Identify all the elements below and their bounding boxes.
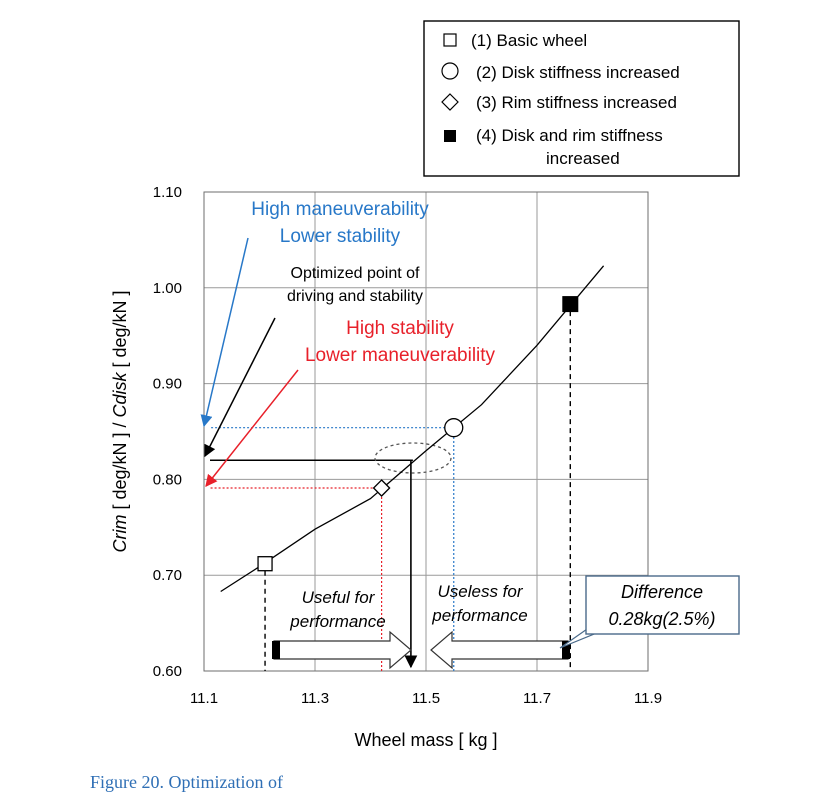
y-tick-label: 0.90 <box>153 376 182 393</box>
x-tick-label: 11.5 <box>412 690 440 707</box>
legend-marker-circle-open <box>441 62 459 80</box>
figure-caption: Figure 20. Optimization of <box>90 772 283 792</box>
annotation-red-line1: High stability <box>346 318 454 339</box>
point-disk-rim-stiffness <box>562 296 579 313</box>
y-tick-label: 1.00 <box>153 280 182 297</box>
annotation-difference-line1: Difference <box>621 582 703 602</box>
legend-entry-disk-rim-line2: increased <box>546 149 620 168</box>
useful-arrow-tail <box>272 641 280 659</box>
y-axis-title-part: Crim <box>110 515 130 553</box>
chart-svg: 0.60 0.70 0.80 0.90 1.00 1.10 11.1 11.3 11.5 11.7… <box>110 20 740 750</box>
x-axis-title: Wheel mass [ kg ] <box>354 730 497 750</box>
annotation-useless-line2: performance <box>431 606 527 625</box>
y-tick-label: 0.80 <box>153 471 182 488</box>
y-tick-label: 1.10 <box>153 184 182 201</box>
legend-entry-basic-wheel: (1) Basic wheel <box>471 31 587 50</box>
annotation-blue-line1: High maneuverability <box>251 199 429 220</box>
arrow-black <box>204 317 276 458</box>
plot-frame <box>203 191 649 672</box>
annotation-black-line1: Optimized point of <box>291 265 421 282</box>
projection-red <box>210 487 383 671</box>
legend-box <box>423 20 740 177</box>
annotation-useful-line2: performance <box>289 612 385 631</box>
y-axis-title-part: Cdisk <box>110 371 130 417</box>
y-axis-title-part: [ deg/kN ] / <box>110 418 130 515</box>
arrow-red <box>205 369 299 487</box>
annotation-useful-line1: Useful for <box>302 588 376 607</box>
x-tick-label: 11.3 <box>301 690 329 707</box>
y-tick-label: 0.60 <box>153 663 182 680</box>
projection-blue <box>210 427 455 671</box>
legend-marker-square-open <box>443 33 457 47</box>
annotation-difference-line2: 0.28kg(2.5%) <box>608 609 715 629</box>
difference-callout-box <box>585 575 740 635</box>
arrow-blue <box>200 237 249 428</box>
y-axis-title-part: [ deg/kN ] <box>110 290 130 372</box>
annotation-black-line2: driving and stability <box>287 288 423 305</box>
legend-entry-disk-stiffness: (2) Disk stiffness increased <box>476 63 680 82</box>
useful-block-arrow <box>273 630 412 670</box>
x-tick-label: 11.9 <box>634 690 662 707</box>
point-disk-stiffness <box>444 418 464 438</box>
legend-entry-rim-stiffness: (3) Rim stiffness increased <box>476 93 677 112</box>
legend-marker-diamond-open <box>441 93 459 111</box>
optimized-region-ellipse <box>374 442 452 474</box>
legend-marker-square-filled <box>444 130 456 142</box>
useless-arrow-tail <box>562 641 570 659</box>
y-tick-label: 0.70 <box>153 567 182 584</box>
point-basic-wheel <box>257 556 273 572</box>
y-axis-title: Crim [ deg/kN ] / Cdisk [ deg/kN ] <box>110 290 130 552</box>
useless-block-arrow <box>430 630 569 670</box>
caption-fade <box>318 772 438 798</box>
annotation-blue-line2: Lower stability <box>280 226 401 247</box>
x-tick-label: 11.1 <box>190 690 218 707</box>
fit-curve <box>220 265 605 593</box>
annotation-red-line2: Lower maneuverability <box>305 345 496 366</box>
point-rim-stiffness <box>372 479 391 497</box>
legend-entry-disk-rim-line1: (4) Disk and rim stiffness <box>476 126 663 145</box>
x-tick-label: 11.7 <box>523 690 551 707</box>
annotation-useless-line1: Useless for <box>437 582 523 601</box>
